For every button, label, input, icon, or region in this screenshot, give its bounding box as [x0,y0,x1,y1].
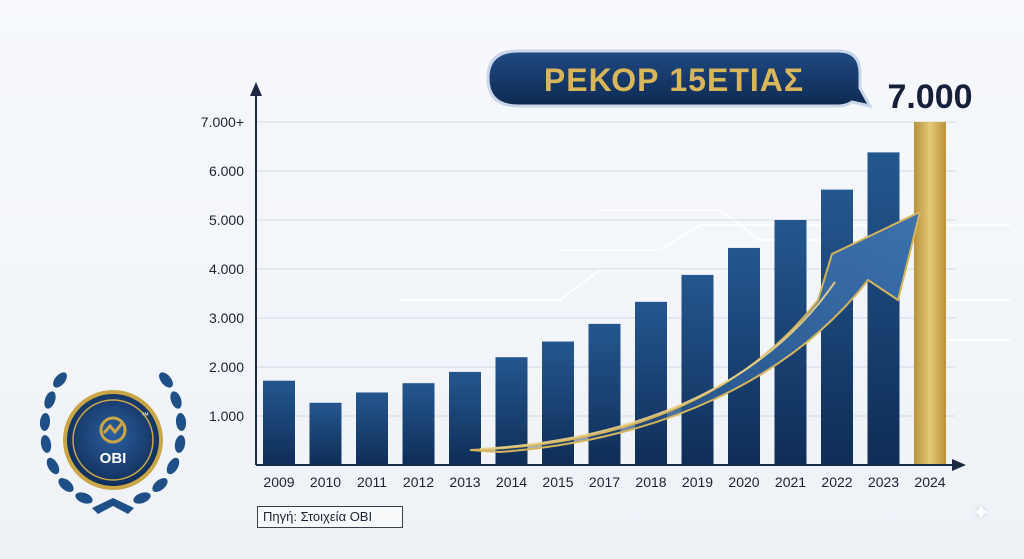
bars-group [263,122,946,465]
zigzag-icon [102,421,125,435]
bar-2011 [356,392,388,465]
growth-arrow [469,210,922,454]
x-category-label: 2023 [868,474,899,490]
bar-2020 [728,247,760,465]
title-badge: ΡΕΚΟΡ 15ΕΤΙΑΣ [486,49,873,109]
x-category-label: 2024 [914,474,945,490]
bar-2012 [402,383,435,465]
bar-2023 [867,152,900,465]
y-tick-label: 2.000 [209,359,244,375]
y-axis-arrowhead [250,82,262,96]
x-category-label: 2013 [449,474,480,490]
y-tick-labels: 1.000 2.000 3.000 4.000 5.000 6.000 7.000+ [201,114,244,424]
bar-2018 [635,301,667,465]
y-tick-label: 3.000 [209,310,244,326]
logo-tm: ™ [141,411,149,420]
axes [250,82,966,471]
x-category-label: 2014 [496,474,527,490]
x-category-label: 2019 [682,474,713,490]
bar-2019 [681,274,714,465]
medal-ring [63,390,163,490]
x-category-label: 2020 [728,474,759,490]
chart-title: ΡΕΚΟΡ 15ΕΤΙΑΣ [544,62,804,98]
x-category-labels: 2009 2010 2011 2012 2013 2014 2015 2017 2018 2019… [263,474,945,490]
y-tick-label: 4.000 [209,261,244,277]
y-tick-label: 5.000 [209,212,244,228]
laurel-wreath-icon [39,372,187,504]
logo-text: OBI [100,450,127,467]
y-tick-label: 7.000+ [201,114,244,130]
y-tick-label: 1.000 [209,408,244,424]
bar-2017 [588,323,621,465]
x-category-label: 2010 [310,474,341,490]
source-note: Πηγή: Στοιχεία OBI [257,506,403,528]
obi-logo-medal: OBI ™ [39,372,187,514]
title-badge-shape [486,49,873,109]
ribbon-icon [92,498,134,514]
growth-arrow-body [469,210,922,454]
highlight-value-label: 7.000 [887,78,972,116]
x-category-label: 2017 [589,474,620,490]
growth-arrow-highlight [479,281,836,450]
bar-2022 [821,189,853,465]
x-category-label: 2011 [357,474,387,490]
sparkle-icon: ✦ [972,500,991,525]
bar-highlight-2024 [914,122,946,465]
x-category-label: 2021 [775,474,806,490]
growth-symbol-icon [99,416,127,444]
x-category-label: 2018 [635,474,666,490]
bar-2009 [263,380,295,465]
x-category-label: 2015 [542,474,573,490]
x-category-label: 2012 [403,474,434,490]
x-category-label: 2009 [263,474,294,490]
y-tick-label: 6.000 [209,163,244,179]
medal-inner-ring [72,399,154,481]
x-axis-arrowhead [952,459,966,471]
bar-2010 [309,402,342,465]
x-category-label: 2022 [821,474,852,490]
